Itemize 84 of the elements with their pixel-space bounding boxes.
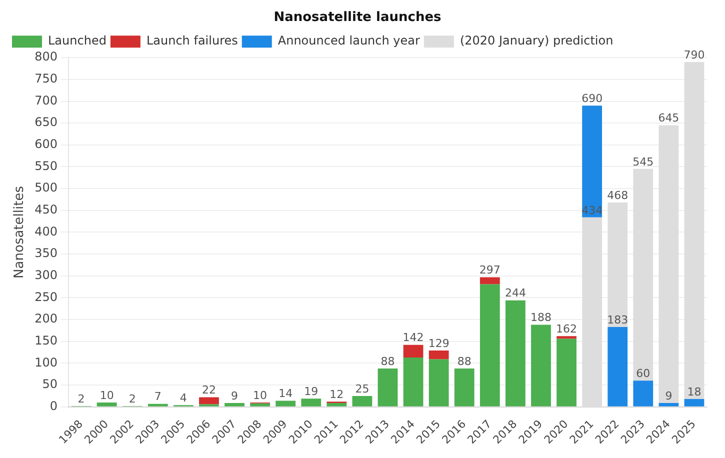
bar [658, 125, 679, 403]
y-tick-label: 50 [42, 377, 58, 392]
y-tick-label: 250 [34, 290, 58, 304]
bar [582, 217, 602, 406]
y-tick-label: 100 [34, 355, 58, 370]
y-tick-label: 700 [34, 93, 58, 108]
bar [684, 399, 704, 406]
bar [96, 402, 117, 406]
bar [658, 402, 679, 406]
total-label: 188 [530, 311, 552, 324]
bar [301, 398, 322, 406]
y-tick-label: 350 [34, 246, 58, 260]
legend-label: Launch failures [146, 34, 238, 48]
y-tick-label: 300 [34, 268, 58, 282]
total-label: 88 [457, 354, 472, 368]
chart-title: Nanosatellite launches [274, 10, 442, 26]
bar [326, 402, 347, 406]
bar [633, 168, 654, 381]
bar [352, 396, 372, 406]
bar [454, 368, 474, 406]
data-label: 183 [607, 313, 628, 326]
bar [531, 324, 551, 406]
total-label: 790 [684, 48, 705, 62]
legend-label: Launched [48, 34, 106, 48]
total-label: 22 [202, 384, 216, 397]
total-label: 142 [402, 331, 424, 344]
y-tick-label: 200 [34, 312, 58, 326]
total-label: 690 [582, 92, 603, 105]
bar [506, 300, 526, 406]
y-tick-label: 400 [34, 224, 58, 238]
total-label: 88 [380, 354, 395, 368]
y-tick-label: 0 [50, 398, 58, 413]
total-label: 19 [304, 384, 318, 398]
total-label: 297 [479, 264, 500, 277]
total-label: 645 [658, 112, 680, 125]
y-tick-label: 150 [34, 334, 58, 348]
bar [428, 350, 449, 360]
y-tick-label: 600 [34, 137, 58, 152]
y-tick-label: 650 [34, 115, 58, 130]
y-tick-label: 450 [34, 202, 58, 217]
total-label: 12 [330, 388, 344, 401]
bar [148, 404, 168, 406]
y-tick-label: 500 [34, 180, 58, 195]
total-label: 244 [504, 286, 526, 300]
total-label: 4 [180, 391, 187, 404]
bar [276, 400, 296, 406]
bar [403, 358, 424, 406]
total-label: 10 [253, 388, 268, 402]
y-tick-label: 800 [34, 50, 58, 64]
bar [403, 344, 424, 358]
bar [684, 62, 704, 400]
y-tick-label: 550 [34, 158, 58, 173]
bar [378, 368, 398, 406]
bar [582, 106, 602, 218]
total-label: 2 [78, 392, 85, 406]
bar [556, 338, 576, 406]
bar [608, 202, 628, 327]
total-label: 7 [154, 390, 162, 404]
bar [480, 277, 500, 284]
bar [608, 326, 628, 406]
total-label: 10 [100, 388, 114, 402]
total-label: 162 [556, 322, 578, 336]
total-label: 14 [278, 387, 293, 400]
data-label: 60 [636, 367, 650, 380]
total-label: 2 [128, 392, 136, 406]
total-label: 468 [607, 188, 628, 202]
y-axis-title: Nanosatellites [12, 186, 28, 278]
y-tick-label: 750 [34, 72, 58, 86]
legend-label: Announced launch year [278, 34, 420, 48]
data-label: 18 [687, 385, 702, 398]
bar [480, 284, 500, 406]
bar [633, 380, 654, 406]
data-label: 434 [582, 204, 603, 217]
total-label: 25 [355, 382, 370, 396]
total-label: 9 [231, 389, 238, 402]
bar [428, 359, 449, 406]
total-label: 545 [632, 155, 654, 168]
total-label: 129 [428, 336, 450, 350]
data-label: 9 [665, 389, 672, 402]
bar [250, 403, 270, 406]
bar [556, 336, 576, 339]
legend-label: (2020 January) prediction [460, 34, 614, 48]
bar [199, 397, 219, 404]
bar [224, 402, 244, 406]
